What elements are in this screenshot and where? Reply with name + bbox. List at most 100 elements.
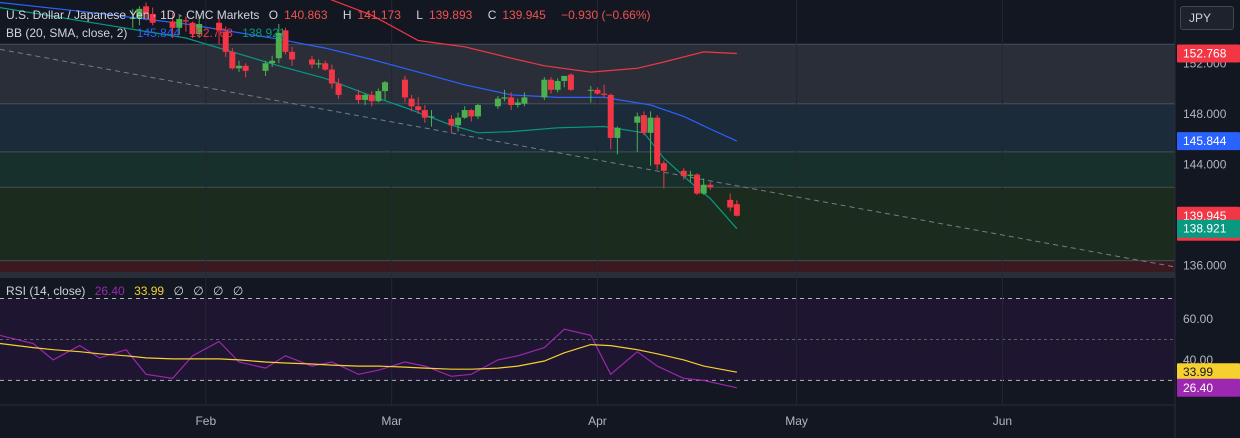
- trendline-0: [0, 48, 1176, 268]
- candle-2025-03-12: [461, 106, 468, 119]
- candle-2025-02-05: [229, 48, 236, 70]
- price-label-text: 26.40: [1183, 381, 1213, 395]
- rsi-value: 26.40: [94, 284, 125, 298]
- grid-lines: [205, 0, 1003, 405]
- candle-body: [521, 97, 528, 104]
- rsi-price-label-0: 33.99: [1177, 363, 1240, 382]
- candle-body: [455, 117, 462, 126]
- candle-body: [282, 30, 289, 52]
- candle-body: [514, 102, 521, 106]
- candle-body: [375, 91, 382, 102]
- candle-body: [229, 51, 236, 69]
- rsi-label: RSI (14, close): [6, 284, 86, 298]
- candle-body: [216, 22, 223, 31]
- candle-body: [408, 98, 415, 107]
- candle-2025-01-30: [189, 21, 196, 38]
- candle-2025-03-27: [561, 75, 568, 88]
- candle-2025-03-03: [401, 75, 408, 103]
- candle-body: [235, 65, 242, 69]
- candle-body: [468, 110, 475, 117]
- price-label-text: 145.844: [1183, 134, 1227, 148]
- main-price-label-0: 152.768: [1177, 44, 1240, 63]
- rsi-legend[interactable]: RSI (14, close) 26.40 33.99 ∅ ∅ ∅ ∅: [6, 284, 249, 298]
- candle-2025-04-21: [727, 193, 734, 212]
- candle-body: [382, 82, 389, 92]
- time-tick-Jun: Jun: [993, 414, 1012, 428]
- candle-2025-04-22: [733, 200, 740, 217]
- price-tick-148.000: 148.000: [1183, 107, 1227, 121]
- candle-2025-01-22: [136, 6, 143, 26]
- pane-separator: [0, 272, 1240, 278]
- zone-2: [0, 151, 1175, 188]
- candle-body: [322, 63, 329, 70]
- candle-body: [421, 110, 428, 118]
- candle-2025-02-27: [375, 88, 382, 103]
- candle-2025-02-03: [216, 17, 223, 45]
- candle-2025-03-17: [494, 96, 501, 109]
- candle-2025-04-16: [694, 173, 701, 195]
- candle-body: [601, 93, 608, 95]
- candle-body: [328, 69, 335, 84]
- candle-body: [415, 106, 422, 111]
- candle-2025-04-18: [707, 182, 714, 190]
- candle-2025-02-25: [362, 93, 369, 106]
- bb-upper-value: 152.768: [189, 26, 233, 40]
- candle-body: [561, 75, 568, 81]
- candle-body: [554, 80, 561, 90]
- candle-body: [647, 117, 654, 133]
- bb-legend[interactable]: BB (20, SMA, close, 2) 145.844 152.768 1…: [6, 26, 292, 40]
- candle-body: [461, 110, 468, 118]
- candle-2025-03-28: [567, 73, 574, 92]
- candle-body: [176, 18, 183, 28]
- candle-body: [614, 127, 621, 138]
- candle-body: [640, 115, 647, 133]
- ohlc-low: L 139.893: [416, 8, 473, 22]
- candle-2025-04-04: [614, 126, 621, 155]
- candle-body: [149, 13, 156, 23]
- candle-body: [275, 32, 282, 59]
- candle-2025-04-01: [594, 87, 601, 95]
- candle-body: [660, 163, 667, 171]
- candle-body: [169, 21, 176, 28]
- main-price-label-1: 145.844: [1177, 132, 1240, 151]
- candle-2025-01-24: [149, 7, 156, 26]
- rsi-price-label-1: 26.40: [1177, 378, 1240, 397]
- candle-2025-01-29: [182, 16, 189, 32]
- rsi-extra-3: ∅: [213, 284, 224, 298]
- price-label-text: 152.768: [1183, 47, 1227, 61]
- ohlc-high: H 141.173: [342, 8, 401, 22]
- candle-2025-03-07: [428, 110, 435, 127]
- candle-2025-04-11: [660, 160, 667, 189]
- bb-lower-value: 138.921: [242, 26, 286, 40]
- candle-2025-02-10: [262, 60, 269, 76]
- candle-body: [541, 79, 548, 98]
- candle-body: [196, 24, 203, 35]
- ohlc-open: O 140.863: [268, 8, 328, 22]
- zone-3: [0, 187, 1175, 261]
- price-label-box: [1177, 219, 1240, 238]
- candle-body: [594, 89, 601, 94]
- candle-2025-03-26: [554, 78, 561, 93]
- rsi-tick-60.00: 60.00: [1183, 312, 1213, 326]
- candle-2025-04-02: [601, 84, 608, 98]
- price-label-box: [1177, 132, 1240, 151]
- candle-body: [182, 20, 189, 22]
- candle-2025-03-20: [514, 98, 521, 108]
- candle-body: [428, 116, 435, 118]
- candle-2025-03-31: [587, 86, 594, 103]
- rsi-extra-2: ∅: [193, 284, 204, 298]
- candle-body: [448, 118, 455, 126]
- candle-body: [362, 94, 369, 100]
- zone-4: [0, 260, 1175, 272]
- candle-2025-04-10: [654, 115, 661, 170]
- candle-2025-01-28: [176, 13, 183, 35]
- currency-selector[interactable]: JPY: [1180, 6, 1234, 30]
- candle-body: [654, 117, 661, 165]
- zone-1: [0, 103, 1175, 152]
- rsi-background: [0, 297, 1175, 381]
- candle-body: [508, 97, 515, 106]
- price-tick-144.000: 144.000: [1183, 157, 1227, 171]
- candle-2025-04-07: [634, 112, 641, 152]
- candle-body: [707, 184, 714, 188]
